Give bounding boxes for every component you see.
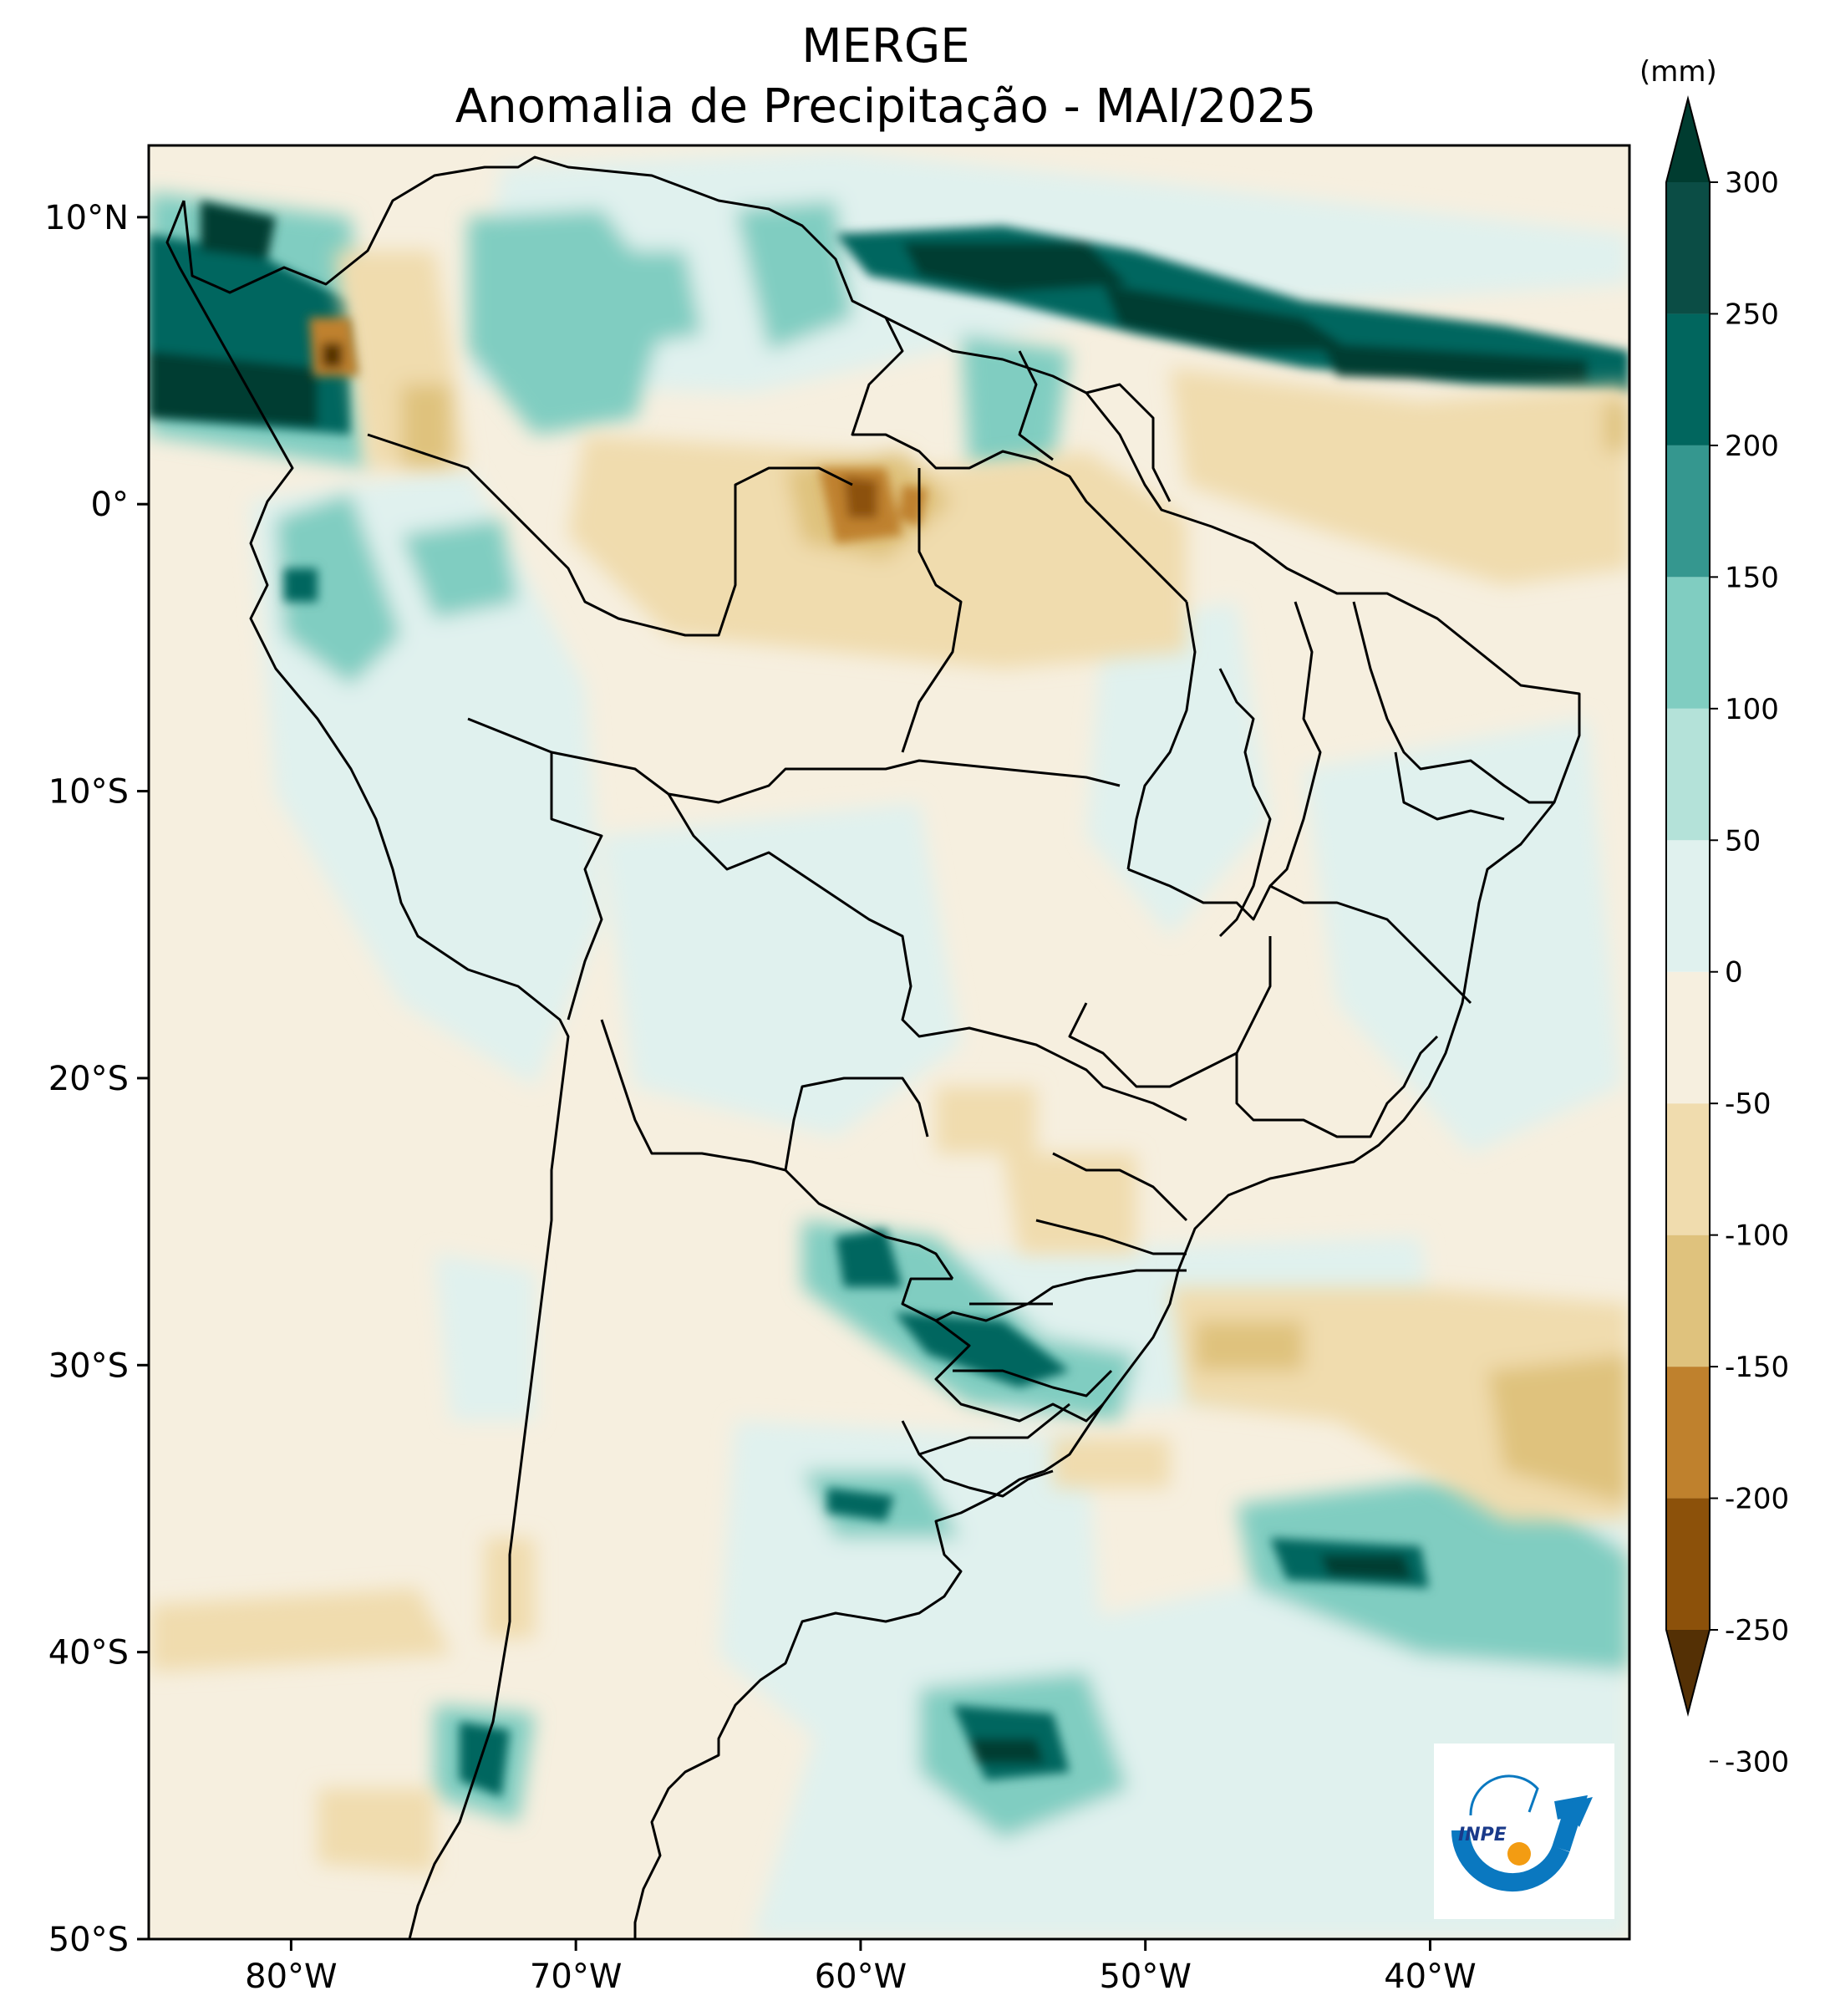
colorbar-extend-max: [1666, 99, 1710, 182]
colorbar-segment: [1666, 1235, 1710, 1367]
colorbar-segment: [1666, 1103, 1710, 1235]
colorbar-label: 100: [1725, 693, 1779, 726]
lat-tick-label: 10°N: [44, 199, 129, 237]
anomaly-field: [149, 145, 1629, 1939]
map-subtitle: Anomalia de Precipitação - MAI/2025: [455, 79, 1317, 134]
colorbar-segment: [1666, 971, 1710, 1104]
colorbar-units: (mm): [1639, 55, 1717, 89]
colorbar-segment: [1666, 577, 1710, 709]
colorbar-segment: [1666, 708, 1710, 841]
coastlines: [165, 155, 1581, 1939]
colorbar-label: -300: [1725, 1745, 1789, 1779]
lon-tick-label: 70°W: [530, 1957, 622, 1996]
longitude-ticks: 80°W 70°W 60°W 50°W 40°W: [245, 1939, 1477, 1996]
lon-tick-label: 60°W: [815, 1957, 907, 1996]
colorbar-label: -150: [1725, 1351, 1789, 1384]
colorbar-segment: [1666, 313, 1710, 445]
colorbar-segment: [1666, 445, 1710, 578]
map-title: MERGE: [801, 19, 970, 74]
colorbar-label: -50: [1725, 1087, 1772, 1121]
lat-tick-label: 20°S: [48, 1060, 129, 1098]
colorbar-segment: [1666, 1498, 1710, 1630]
colorbar-segment: [1666, 840, 1710, 972]
lat-tick-label: 30°S: [48, 1347, 129, 1385]
colorbar-segment: [1666, 182, 1710, 314]
lat-tick-label: 40°S: [48, 1634, 129, 1672]
colorbar: 300 250 200 150 100 50 0 -50 -100 -150 -200 -250 -30…: [1665, 95, 1789, 1779]
colorbar-label: 50: [1725, 824, 1761, 858]
lon-tick-label: 40°W: [1384, 1957, 1476, 1996]
map-frame: [147, 144, 1631, 1941]
colorbar-label: 150: [1725, 561, 1779, 594]
lat-tick-label: 10°S: [48, 773, 129, 812]
latitude-ticks: 10°N 0° 10°S 20°S 30°S 40°S 50°S: [44, 199, 149, 1959]
colorbar-segment: [1666, 1367, 1710, 1499]
colorbar-label: 250: [1725, 298, 1779, 331]
lat-tick-label: 0°: [91, 486, 129, 524]
inpe-logo-text: INPE: [1458, 1825, 1507, 1845]
colorbar-extend-min: [1666, 1630, 1710, 1713]
colorbar-label: 0: [1725, 956, 1743, 990]
colorbar-label: -200: [1725, 1483, 1789, 1516]
colorbar-label: -250: [1725, 1614, 1789, 1647]
colorbar-label: 200: [1725, 430, 1779, 463]
lon-tick-label: 80°W: [245, 1957, 337, 1996]
inpe-logo-icon: INPE: [1434, 1744, 1614, 1919]
lat-tick-label: 50°S: [48, 1921, 129, 1959]
lon-tick-label: 50°W: [1099, 1957, 1191, 1996]
colorbar-label: 300: [1725, 166, 1779, 200]
colorbar-label: -100: [1725, 1219, 1789, 1253]
